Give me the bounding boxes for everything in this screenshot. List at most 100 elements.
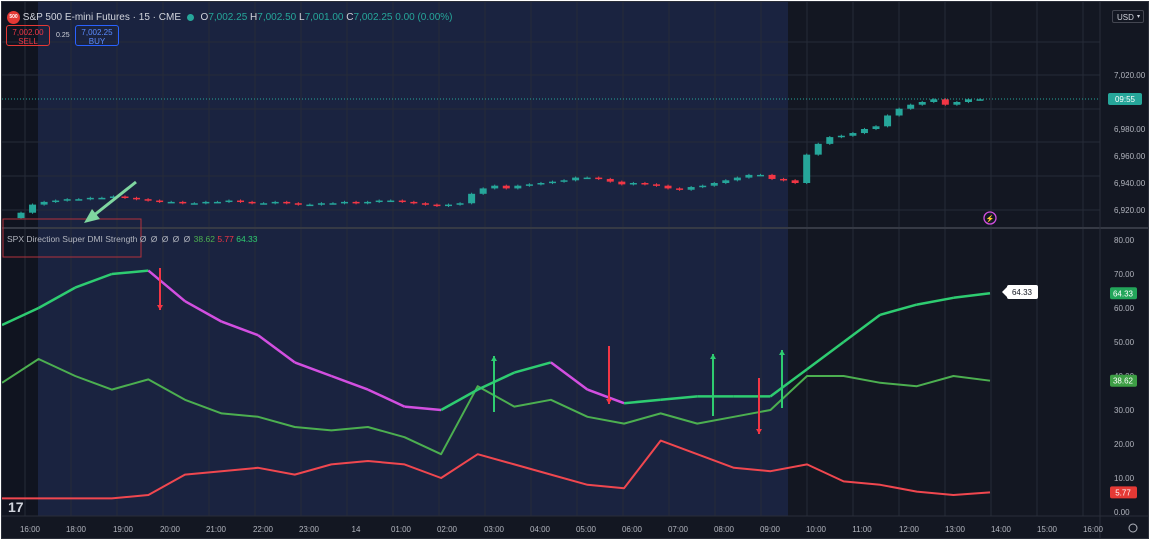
- time-tick-label: 02:00: [437, 525, 458, 534]
- time-tick-label: 05:00: [576, 525, 597, 534]
- adx-segment: [147, 269, 186, 303]
- candle-body: [86, 197, 94, 200]
- adx-segment: [587, 388, 625, 405]
- price-tick-label: 6,960.00: [1114, 152, 1146, 161]
- minus-di-value: 5.77: [217, 234, 234, 244]
- adx-segment: [330, 374, 369, 391]
- candle-body: [618, 181, 626, 185]
- candle-body: [687, 187, 695, 190]
- arrow-head-down-icon: [606, 399, 612, 404]
- candle-body: [202, 201, 210, 204]
- candle-body: [40, 201, 48, 205]
- candle-body: [237, 200, 245, 203]
- indicator-tick-label: 0.00: [1114, 508, 1130, 517]
- minus-di-last-badge: [1110, 486, 1137, 499]
- candle-body: [964, 99, 972, 102]
- adx-segment: [221, 320, 259, 337]
- market-open-icon: [186, 14, 194, 21]
- candle-body: [225, 200, 233, 203]
- candle-body: [283, 201, 291, 204]
- annotation-arrow-icon: [92, 180, 137, 218]
- price-change: 0.00 (0.00%): [395, 12, 453, 24]
- candle-body: [144, 199, 152, 201]
- candle-body: [884, 115, 892, 127]
- time-tick-label: 18:00: [66, 525, 87, 534]
- candle-body: [941, 99, 949, 105]
- candle-body: [664, 185, 672, 189]
- candle-body: [814, 143, 822, 155]
- candle-body: [468, 193, 476, 204]
- buy-button[interactable]: 7,002.25 BUY: [75, 25, 119, 46]
- symbol-logo: 500: [7, 11, 20, 24]
- indicator-legend[interactable]: SPX Direction Super DMI Strength Ø Ø Ø Ø…: [7, 234, 258, 244]
- candle-body: [768, 174, 776, 179]
- adx-segment: [769, 368, 808, 398]
- tradingview-logo: 17: [8, 499, 24, 515]
- candle-body: [17, 212, 25, 219]
- adx-segment: [111, 269, 149, 276]
- time-tick-label: 22:00: [253, 525, 274, 534]
- adx-segment: [842, 313, 881, 344]
- currency-select[interactable]: USD ▾: [1112, 10, 1144, 23]
- symbol-header: 500 S&P 500 E-mini Futures · 15 · CME O7…: [7, 11, 453, 24]
- adx-segment: [37, 286, 76, 310]
- annotation-arrow-head-icon: [84, 209, 100, 223]
- candle-body: [780, 178, 788, 181]
- time-tick-label: 07:00: [668, 525, 689, 534]
- symbol-title[interactable]: S&P 500 E-mini Futures · 15 · CME: [22, 12, 181, 24]
- candle-body: [29, 204, 37, 213]
- candle-body: [329, 203, 337, 205]
- adx-last-badge: [1110, 287, 1137, 300]
- time-tick-label: 13:00: [945, 525, 966, 534]
- alert-icon: [983, 211, 997, 225]
- time-tick-label: 19:00: [113, 525, 134, 534]
- adx-segment: [806, 340, 845, 371]
- time-tick-label: 15:00: [1037, 525, 1058, 534]
- settings-gear-icon: [1128, 523, 1138, 533]
- price-tick-label: 6,940.00: [1114, 179, 1146, 188]
- candle-body: [179, 201, 187, 204]
- candle-body: [294, 203, 302, 205]
- time-tick-label: 12:00: [899, 525, 920, 534]
- arrow-head-down-icon: [157, 305, 163, 310]
- minus-di-last-label: 5.77: [1115, 488, 1131, 497]
- price-tick-label: 7,020.00: [1114, 71, 1146, 80]
- candle-body: [641, 183, 649, 185]
- adx-segment: [367, 388, 406, 408]
- indicator-tick-label: 70.00: [1114, 270, 1135, 279]
- time-tick-label: 04:00: [530, 525, 551, 534]
- candle-body: [248, 201, 256, 204]
- candle-body: [398, 200, 406, 203]
- indicator-tick-label: 60.00: [1114, 304, 1135, 313]
- candle-body: [75, 199, 83, 201]
- indicator-tick-label: 30.00: [1114, 406, 1135, 415]
- value-tooltip-text: 64.33: [1012, 288, 1033, 297]
- candle-body: [375, 200, 383, 203]
- candle-body: [260, 203, 268, 205]
- candle-body: [595, 177, 603, 180]
- candle-body: [109, 196, 117, 198]
- time-tick-label: 14:00: [991, 525, 1012, 534]
- plus-di-line: [2, 358, 991, 456]
- time-tick-label: 16:00: [20, 525, 41, 534]
- candle-body: [364, 201, 372, 204]
- candle-body: [930, 99, 938, 102]
- candle-body: [456, 203, 464, 205]
- candle-body: [733, 177, 741, 181]
- candle-body: [572, 177, 580, 181]
- candle-body: [52, 200, 60, 203]
- minus-di-line: [2, 439, 991, 500]
- plus-di-value: 38.62: [193, 234, 215, 244]
- candle-body: [895, 108, 903, 116]
- candle-body: [918, 102, 926, 105]
- ohlc-values: O7,002.25 H7,002.50 L7,001.00 C7,002.25 …: [200, 12, 453, 24]
- candle-body: [306, 204, 314, 207]
- candle-body: [525, 184, 533, 186]
- sell-button[interactable]: 7,002.00 SELL: [6, 25, 50, 46]
- candle-body: [156, 200, 164, 203]
- pre-session-shade: [2, 2, 38, 516]
- indicator-name: SPX Direction Super DMI Strength: [7, 234, 138, 244]
- time-tick-label: 08:00: [714, 525, 735, 534]
- adx-segment: [257, 334, 296, 364]
